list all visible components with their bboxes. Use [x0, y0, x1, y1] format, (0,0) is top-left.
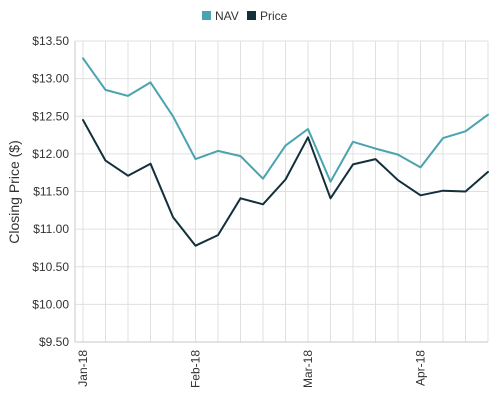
legend-swatch-nav [202, 11, 211, 20]
y-tick-label: $12.00 [32, 147, 69, 161]
y-tick-label: $13.50 [32, 34, 69, 48]
y-tick-labels: $9.50 $10.00 $10.50 $11.00 $11.50 $12.00 $12.5… [32, 34, 69, 349]
x-tick-label: Apr-18 [414, 350, 428, 386]
x-tick-label: Feb-18 [189, 350, 203, 388]
x-tick-label: Jan-18 [76, 350, 90, 387]
y-tick-label: $9.50 [39, 335, 69, 349]
legend-item-nav[interactable]: NAV [202, 9, 239, 23]
y-tick-label: $12.50 [32, 109, 69, 123]
y-tick-label: $10.00 [32, 297, 69, 311]
y-tick-label: $13.00 [32, 72, 69, 86]
legend-swatch-price [247, 11, 256, 20]
y-tick-label: $11.00 [33, 222, 69, 236]
legend-label-price: Price [260, 9, 288, 23]
series-layer [82, 57, 489, 247]
legend: NAV Price [202, 9, 288, 23]
legend-label-nav: NAV [215, 9, 239, 23]
series-line-nav[interactable] [82, 57, 489, 183]
x-tick-labels: Jan-18 Feb-18 Mar-18 Apr-18 [76, 350, 428, 388]
series-line-price[interactable] [82, 119, 489, 247]
y-tick-label: $10.50 [32, 260, 69, 274]
legend-item-price[interactable]: Price [247, 9, 288, 23]
y-tick-label: $11.50 [33, 185, 69, 199]
grid [75, 40, 489, 343]
axes [74, 41, 488, 343]
x-tick-label: Mar-18 [301, 350, 315, 388]
y-axis-label: Closing Price ($) [6, 140, 22, 243]
